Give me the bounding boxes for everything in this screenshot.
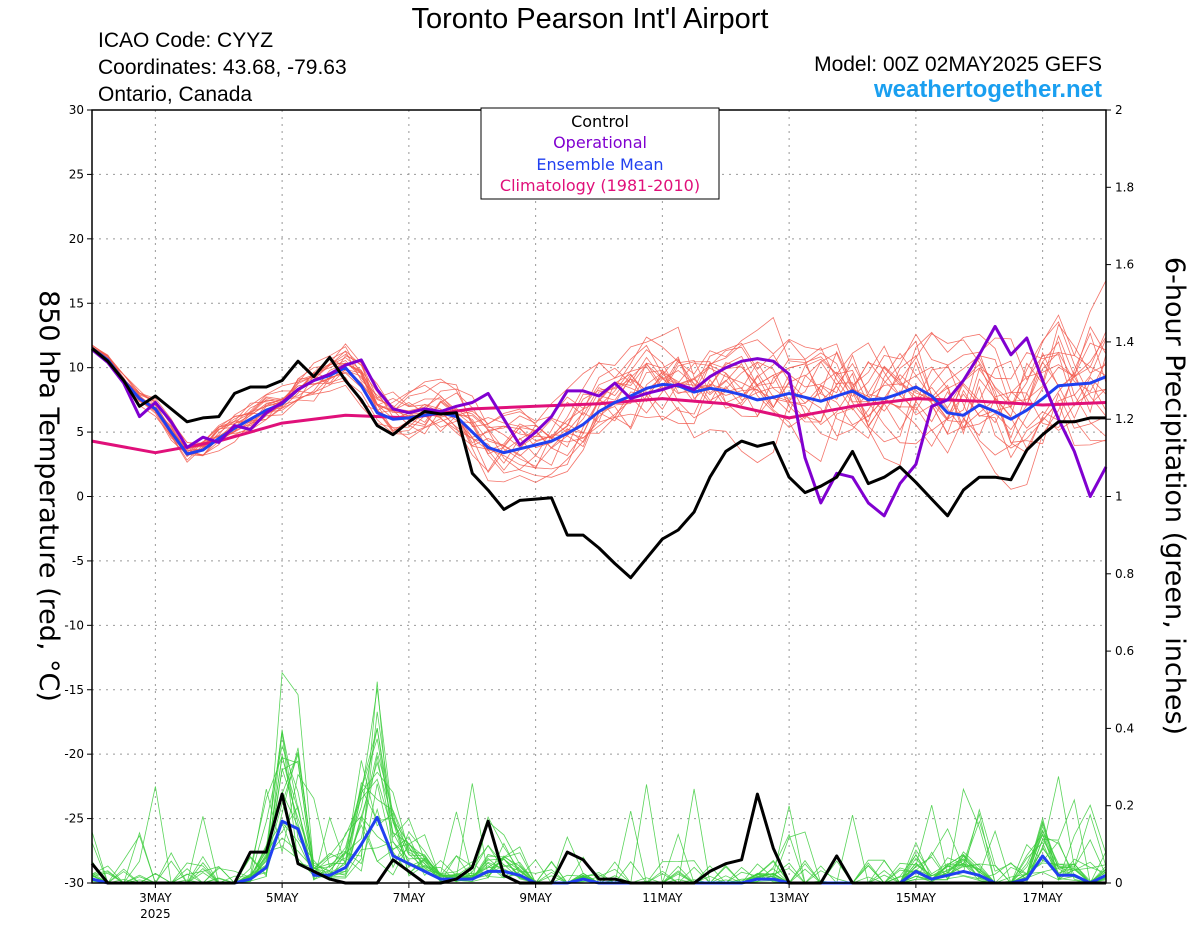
precipitation-ensemble-mean-line xyxy=(91,815,1107,885)
legend-box xyxy=(480,107,720,200)
left-tick-label: 10 xyxy=(69,361,84,375)
x-tick-label: 17MAY xyxy=(1023,891,1064,905)
left-tick-label: 0 xyxy=(76,490,84,504)
right-tick-label: 0.8 xyxy=(1115,567,1134,581)
legend-climatology: Climatology (1981-2010) xyxy=(500,176,700,195)
x-tick-label: 13MAY xyxy=(769,891,810,905)
precip-ensemble-members xyxy=(91,671,1107,884)
left-tick-label: 20 xyxy=(69,232,84,246)
temperature-member-line xyxy=(91,325,1107,444)
temperature-operational-line xyxy=(91,324,1108,518)
station-coordinates: Coordinates: 43.68, -79.63 xyxy=(98,56,347,79)
temperature-member-line xyxy=(91,342,1107,457)
station-region: Ontario, Canada xyxy=(98,83,253,106)
left-tick-label: -10 xyxy=(64,618,84,632)
x-tick-label: 7MAY xyxy=(393,891,426,905)
right-tick-label: 0.4 xyxy=(1115,721,1134,735)
left-tick-label: -5 xyxy=(72,554,84,568)
temperature-member-line xyxy=(91,336,1107,472)
right-axis-ticks: 2 1.8 1.6 1.4 1.2 1 0.8 0.6 0.4 0.2 0 xyxy=(1106,103,1134,890)
right-tick-label: 1.6 xyxy=(1115,258,1134,272)
x-tick-label: 9MAY xyxy=(519,891,552,905)
right-tick-label: 0 xyxy=(1115,876,1123,890)
chart-title: Toronto Pearson Int'l Airport xyxy=(411,3,769,35)
right-tick-label: 1.4 xyxy=(1115,335,1134,349)
right-tick-label: 1 xyxy=(1115,490,1123,504)
x-tick-label: 11MAY xyxy=(642,891,683,905)
temperature-control-line xyxy=(91,347,1106,580)
left-tick-label: 15 xyxy=(69,296,84,310)
right-tick-label: 1.8 xyxy=(1115,180,1134,194)
icao-code: ICAO Code: CYYZ xyxy=(98,29,274,52)
right-tick-label: 1.2 xyxy=(1115,412,1134,426)
temperature-member-line xyxy=(91,316,1107,458)
left-tick-label: -30 xyxy=(64,876,84,890)
left-axis-ticks: 30 25 20 15 10 5 0 -5 -10 -15 -20 -25 -30 xyxy=(64,103,92,890)
temperature-ensemble-mean-line xyxy=(91,347,1107,456)
right-tick-label: 2 xyxy=(1115,103,1123,117)
left-axis-label: 850 hPa Temperature (red, °C) xyxy=(33,290,64,702)
precip-member-line xyxy=(91,738,1107,884)
right-tick-label: 0.6 xyxy=(1115,644,1134,658)
left-tick-label: 25 xyxy=(69,167,84,181)
left-tick-label: -15 xyxy=(64,683,84,697)
legend-control: Control xyxy=(571,112,629,131)
temperature-ensemble-members xyxy=(91,280,1107,490)
left-tick-label: -25 xyxy=(64,812,84,826)
x-tick-label: 15MAY xyxy=(896,891,937,905)
model-run: Model: 00Z 02MAY2025 GEFS xyxy=(814,53,1102,76)
left-tick-label: -20 xyxy=(64,747,84,761)
precip-member-line xyxy=(91,671,1107,884)
chart-legend: Control Operational Ensemble Mean Climat… xyxy=(480,107,720,200)
precip-member-line xyxy=(91,681,1107,884)
x-tick-label: 5MAY xyxy=(266,891,299,905)
left-tick-label: 30 xyxy=(69,103,84,117)
precip-member-line xyxy=(91,711,1107,884)
precip-member-line xyxy=(91,728,1107,884)
grid-lines xyxy=(92,110,1106,883)
site-link[interactable]: weathertogether.net xyxy=(873,76,1102,103)
temperature-member-line xyxy=(91,349,1107,470)
x-tick-label: 3MAY xyxy=(139,891,172,905)
legend-ensemble-mean: Ensemble Mean xyxy=(536,155,663,174)
precip-member-line xyxy=(91,688,1107,884)
right-axis-label: 6-hour Precipitation (green, inches) xyxy=(1159,257,1190,735)
x-axis-ticks: 3MAY 2025 5MAY 7MAY 9MAY 11MAY 13MAY 15MAY 17MAY xyxy=(139,883,1063,921)
x-tick-year: 2025 xyxy=(140,907,171,921)
right-tick-label: 0.2 xyxy=(1115,799,1134,813)
temperature-member-line xyxy=(91,331,1107,464)
temperature-member-line xyxy=(91,348,1107,448)
legend-operational: Operational xyxy=(553,133,647,152)
left-tick-label: 5 xyxy=(76,425,84,439)
